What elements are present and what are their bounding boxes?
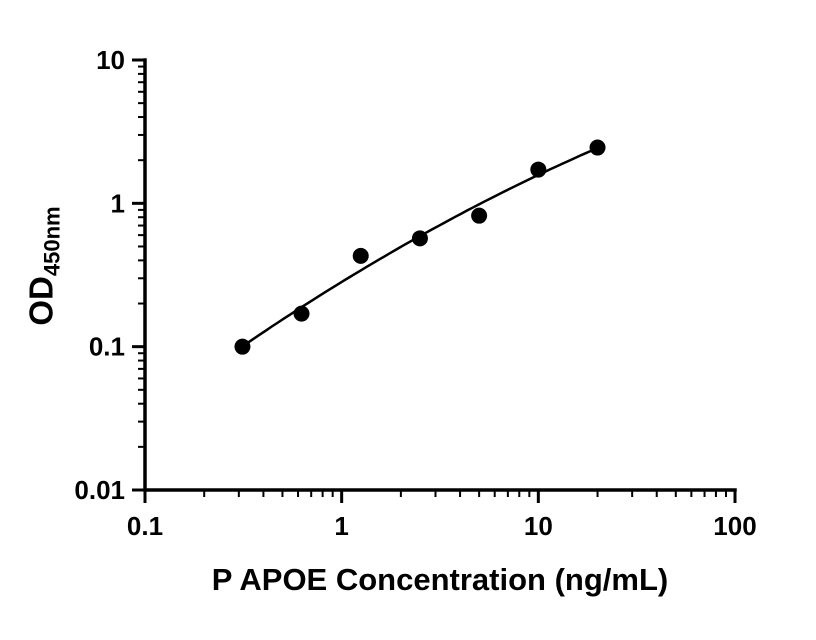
- data-point: [589, 139, 606, 156]
- data-point: [530, 161, 547, 178]
- data-points: [234, 139, 606, 355]
- data-point: [234, 338, 251, 355]
- data-point: [352, 247, 369, 264]
- data-point: [471, 207, 488, 224]
- x-axis-title: P APOE Concentration (ng/mL): [211, 562, 669, 597]
- y-axis-title-main: OD: [22, 276, 60, 326]
- x-tick-label: 0.1: [127, 511, 163, 541]
- x-tick-label: 100: [713, 511, 756, 541]
- x-tick-label: 1: [334, 511, 348, 541]
- y-axis-title-subscript: 450nm: [39, 206, 65, 277]
- x-tick-label: 10: [524, 511, 553, 541]
- data-point: [411, 230, 428, 247]
- y-tick-label: 1: [111, 188, 125, 218]
- y-tick-label: 0.01: [74, 475, 125, 505]
- y-tick-label: 10: [96, 45, 125, 75]
- data-point: [293, 305, 310, 322]
- y-tick-label: 0.1: [89, 332, 125, 362]
- y-axis-title: OD450nm: [23, 206, 66, 325]
